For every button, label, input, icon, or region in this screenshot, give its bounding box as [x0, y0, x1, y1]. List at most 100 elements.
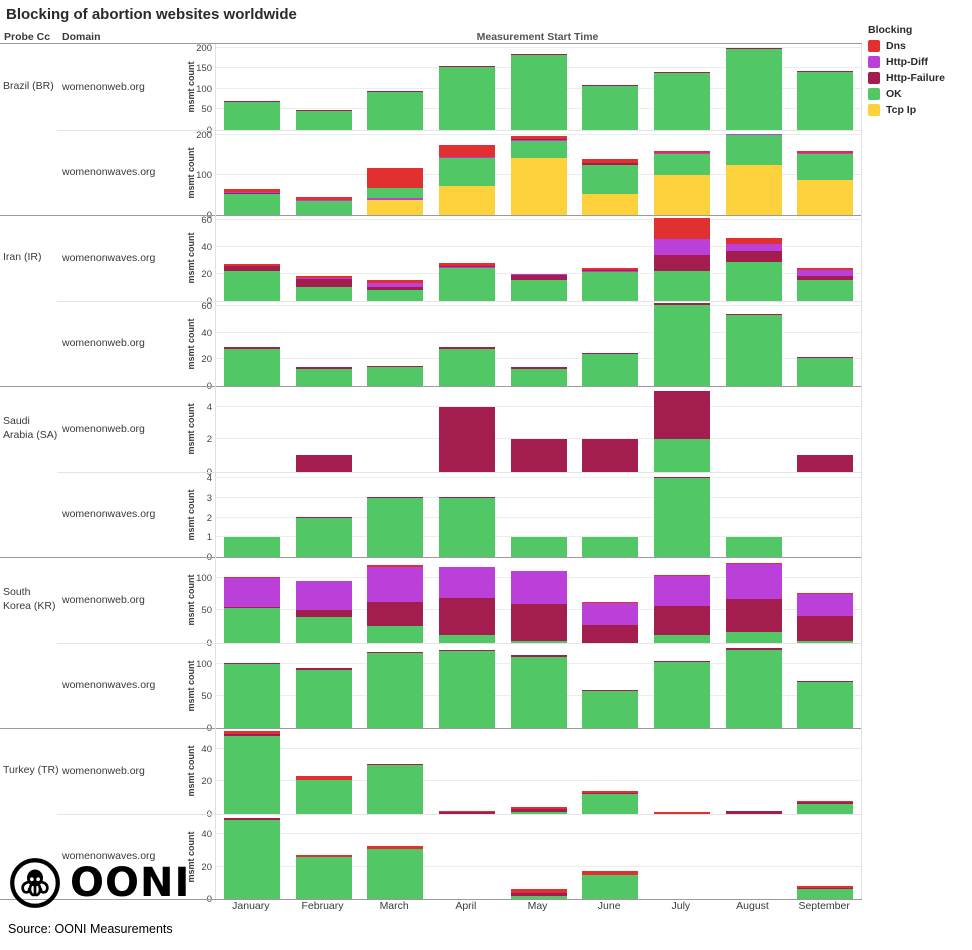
stacked-bar[interactable]: [797, 681, 854, 728]
stacked-bar[interactable]: [510, 367, 567, 386]
bar-segment-tcp[interactable]: [797, 180, 854, 215]
stacked-bar[interactable]: [582, 602, 639, 643]
bar-segment-dns[interactable]: [367, 280, 424, 284]
bar-segment-httpfail[interactable]: [797, 455, 854, 472]
stacked-bar[interactable]: [367, 280, 424, 301]
bar-segment-httpfail[interactable]: [367, 652, 424, 654]
bar-segment-httpfail[interactable]: [653, 660, 710, 662]
bar-segment-ok[interactable]: [367, 498, 424, 557]
bar-segment-httpfail[interactable]: [582, 162, 639, 165]
bar-segment-httpdiff[interactable]: [295, 277, 352, 280]
bar-segment-httpfail[interactable]: [797, 616, 854, 642]
stacked-bar[interactable]: [582, 159, 639, 215]
bar-segment-httpdiff[interactable]: [725, 133, 782, 136]
stacked-bar[interactable]: [367, 845, 424, 899]
stacked-bar[interactable]: [223, 577, 280, 643]
bar-segment-ok[interactable]: [797, 641, 854, 643]
stacked-bar[interactable]: [295, 855, 352, 899]
bar-segment-httpfail[interactable]: [653, 605, 710, 636]
bar-segment-httpfail[interactable]: [295, 279, 352, 288]
bar-segment-httpfail[interactable]: [367, 287, 424, 290]
bar-segment-ok[interactable]: [438, 348, 495, 386]
bar-segment-ok[interactable]: [653, 154, 710, 175]
bar-segment-ok[interactable]: [223, 736, 280, 814]
bar-segment-httpfail[interactable]: [223, 606, 280, 608]
bar-segment-httpfail[interactable]: [653, 71, 710, 73]
bar-segment-httpfail[interactable]: [725, 811, 782, 814]
bar-segment-httpfail[interactable]: [510, 367, 567, 369]
stacked-bar[interactable]: [797, 800, 854, 814]
stacked-bar[interactable]: [367, 565, 424, 643]
bar-segment-httpdiff[interactable]: [510, 570, 567, 604]
legend-item-tcp[interactable]: Tcp Ip: [868, 104, 968, 116]
bar-segment-ok[interactable]: [295, 368, 352, 386]
bar-segment-httpfail[interactable]: [438, 496, 495, 499]
bar-segment-httpfail[interactable]: [438, 265, 495, 268]
bar-segment-httpfail[interactable]: [223, 734, 280, 737]
bar-segment-tcp[interactable]: [510, 158, 567, 215]
bar-segment-dns[interactable]: [725, 562, 782, 565]
bar-segment-ok[interactable]: [223, 537, 280, 557]
bar-segment-dns[interactable]: [295, 276, 352, 278]
stacked-bar[interactable]: [438, 263, 495, 301]
bar-segment-ok[interactable]: [797, 357, 854, 386]
bar-segment-ok[interactable]: [582, 272, 639, 301]
bar-segment-ok[interactable]: [725, 49, 782, 130]
stacked-bar[interactable]: [653, 660, 710, 728]
bar-segment-ok[interactable]: [725, 537, 782, 557]
bar-segment-ok[interactable]: [797, 803, 854, 814]
bar-segment-httpdiff[interactable]: [367, 198, 424, 200]
stacked-bar[interactable]: [223, 264, 280, 301]
stacked-bar[interactable]: [582, 537, 639, 557]
bar-segment-dns[interactable]: [223, 264, 280, 266]
bar-segment-httpdiff[interactable]: [367, 283, 424, 288]
bar-segment-httpdiff[interactable]: [797, 152, 854, 155]
stacked-bar[interactable]: [223, 818, 280, 899]
bar-segment-httpfail[interactable]: [295, 110, 352, 112]
bar-segment-httpdiff[interactable]: [653, 152, 710, 155]
bar-segment-ok[interactable]: [223, 271, 280, 301]
bar-segment-httpfail[interactable]: [797, 802, 854, 804]
stacked-bar[interactable]: [223, 537, 280, 557]
bar-segment-httpdiff[interactable]: [725, 244, 782, 252]
bar-segment-httpdiff[interactable]: [797, 594, 854, 617]
bar-segment-dns[interactable]: [797, 268, 854, 270]
bar-segment-httpfail[interactable]: [510, 603, 567, 641]
bar-segment-ok[interactable]: [582, 691, 639, 728]
stacked-bar[interactable]: [797, 356, 854, 386]
bar-segment-ok[interactable]: [295, 616, 352, 643]
stacked-bar[interactable]: [725, 537, 782, 557]
stacked-bar[interactable]: [367, 365, 424, 386]
bar-segment-ok[interactable]: [438, 498, 495, 557]
bar-segment-httpdiff[interactable]: [295, 199, 352, 202]
stacked-bar[interactable]: [223, 347, 280, 386]
stacked-bar[interactable]: [582, 870, 639, 899]
bar-segment-ok[interactable]: [725, 632, 782, 643]
bar-segment-dns[interactable]: [653, 575, 710, 577]
bar-segment-ok[interactable]: [367, 92, 424, 130]
stacked-bar[interactable]: [653, 390, 710, 472]
stacked-bar[interactable]: [438, 811, 495, 814]
bar-segment-dns[interactable]: [367, 565, 424, 567]
bar-segment-httpfail[interactable]: [438, 598, 495, 635]
bar-segment-ok[interactable]: [510, 656, 567, 728]
bar-segment-ok[interactable]: [653, 635, 710, 643]
bar-segment-ok[interactable]: [797, 280, 854, 301]
stacked-bar[interactable]: [438, 649, 495, 728]
bar-segment-ok[interactable]: [653, 478, 710, 557]
bar-segment-dns[interactable]: [223, 731, 280, 735]
bar-segment-ok[interactable]: [653, 439, 710, 472]
bar-segment-httpfail[interactable]: [725, 48, 782, 50]
bar-segment-ok[interactable]: [797, 72, 854, 130]
bar-segment-ok[interactable]: [438, 268, 495, 301]
stacked-bar[interactable]: [510, 570, 567, 643]
bar-segment-dns[interactable]: [582, 790, 639, 793]
bar-segment-dns[interactable]: [797, 151, 854, 153]
bar-segment-dns[interactable]: [295, 855, 352, 858]
stacked-bar[interactable]: [510, 537, 567, 557]
bar-segment-dns[interactable]: [582, 159, 639, 163]
stacked-bar[interactable]: [438, 347, 495, 386]
bar-segment-httpfail[interactable]: [223, 818, 280, 820]
bar-segment-ok[interactable]: [582, 874, 639, 899]
bar-segment-httpdiff[interactable]: [438, 567, 495, 599]
